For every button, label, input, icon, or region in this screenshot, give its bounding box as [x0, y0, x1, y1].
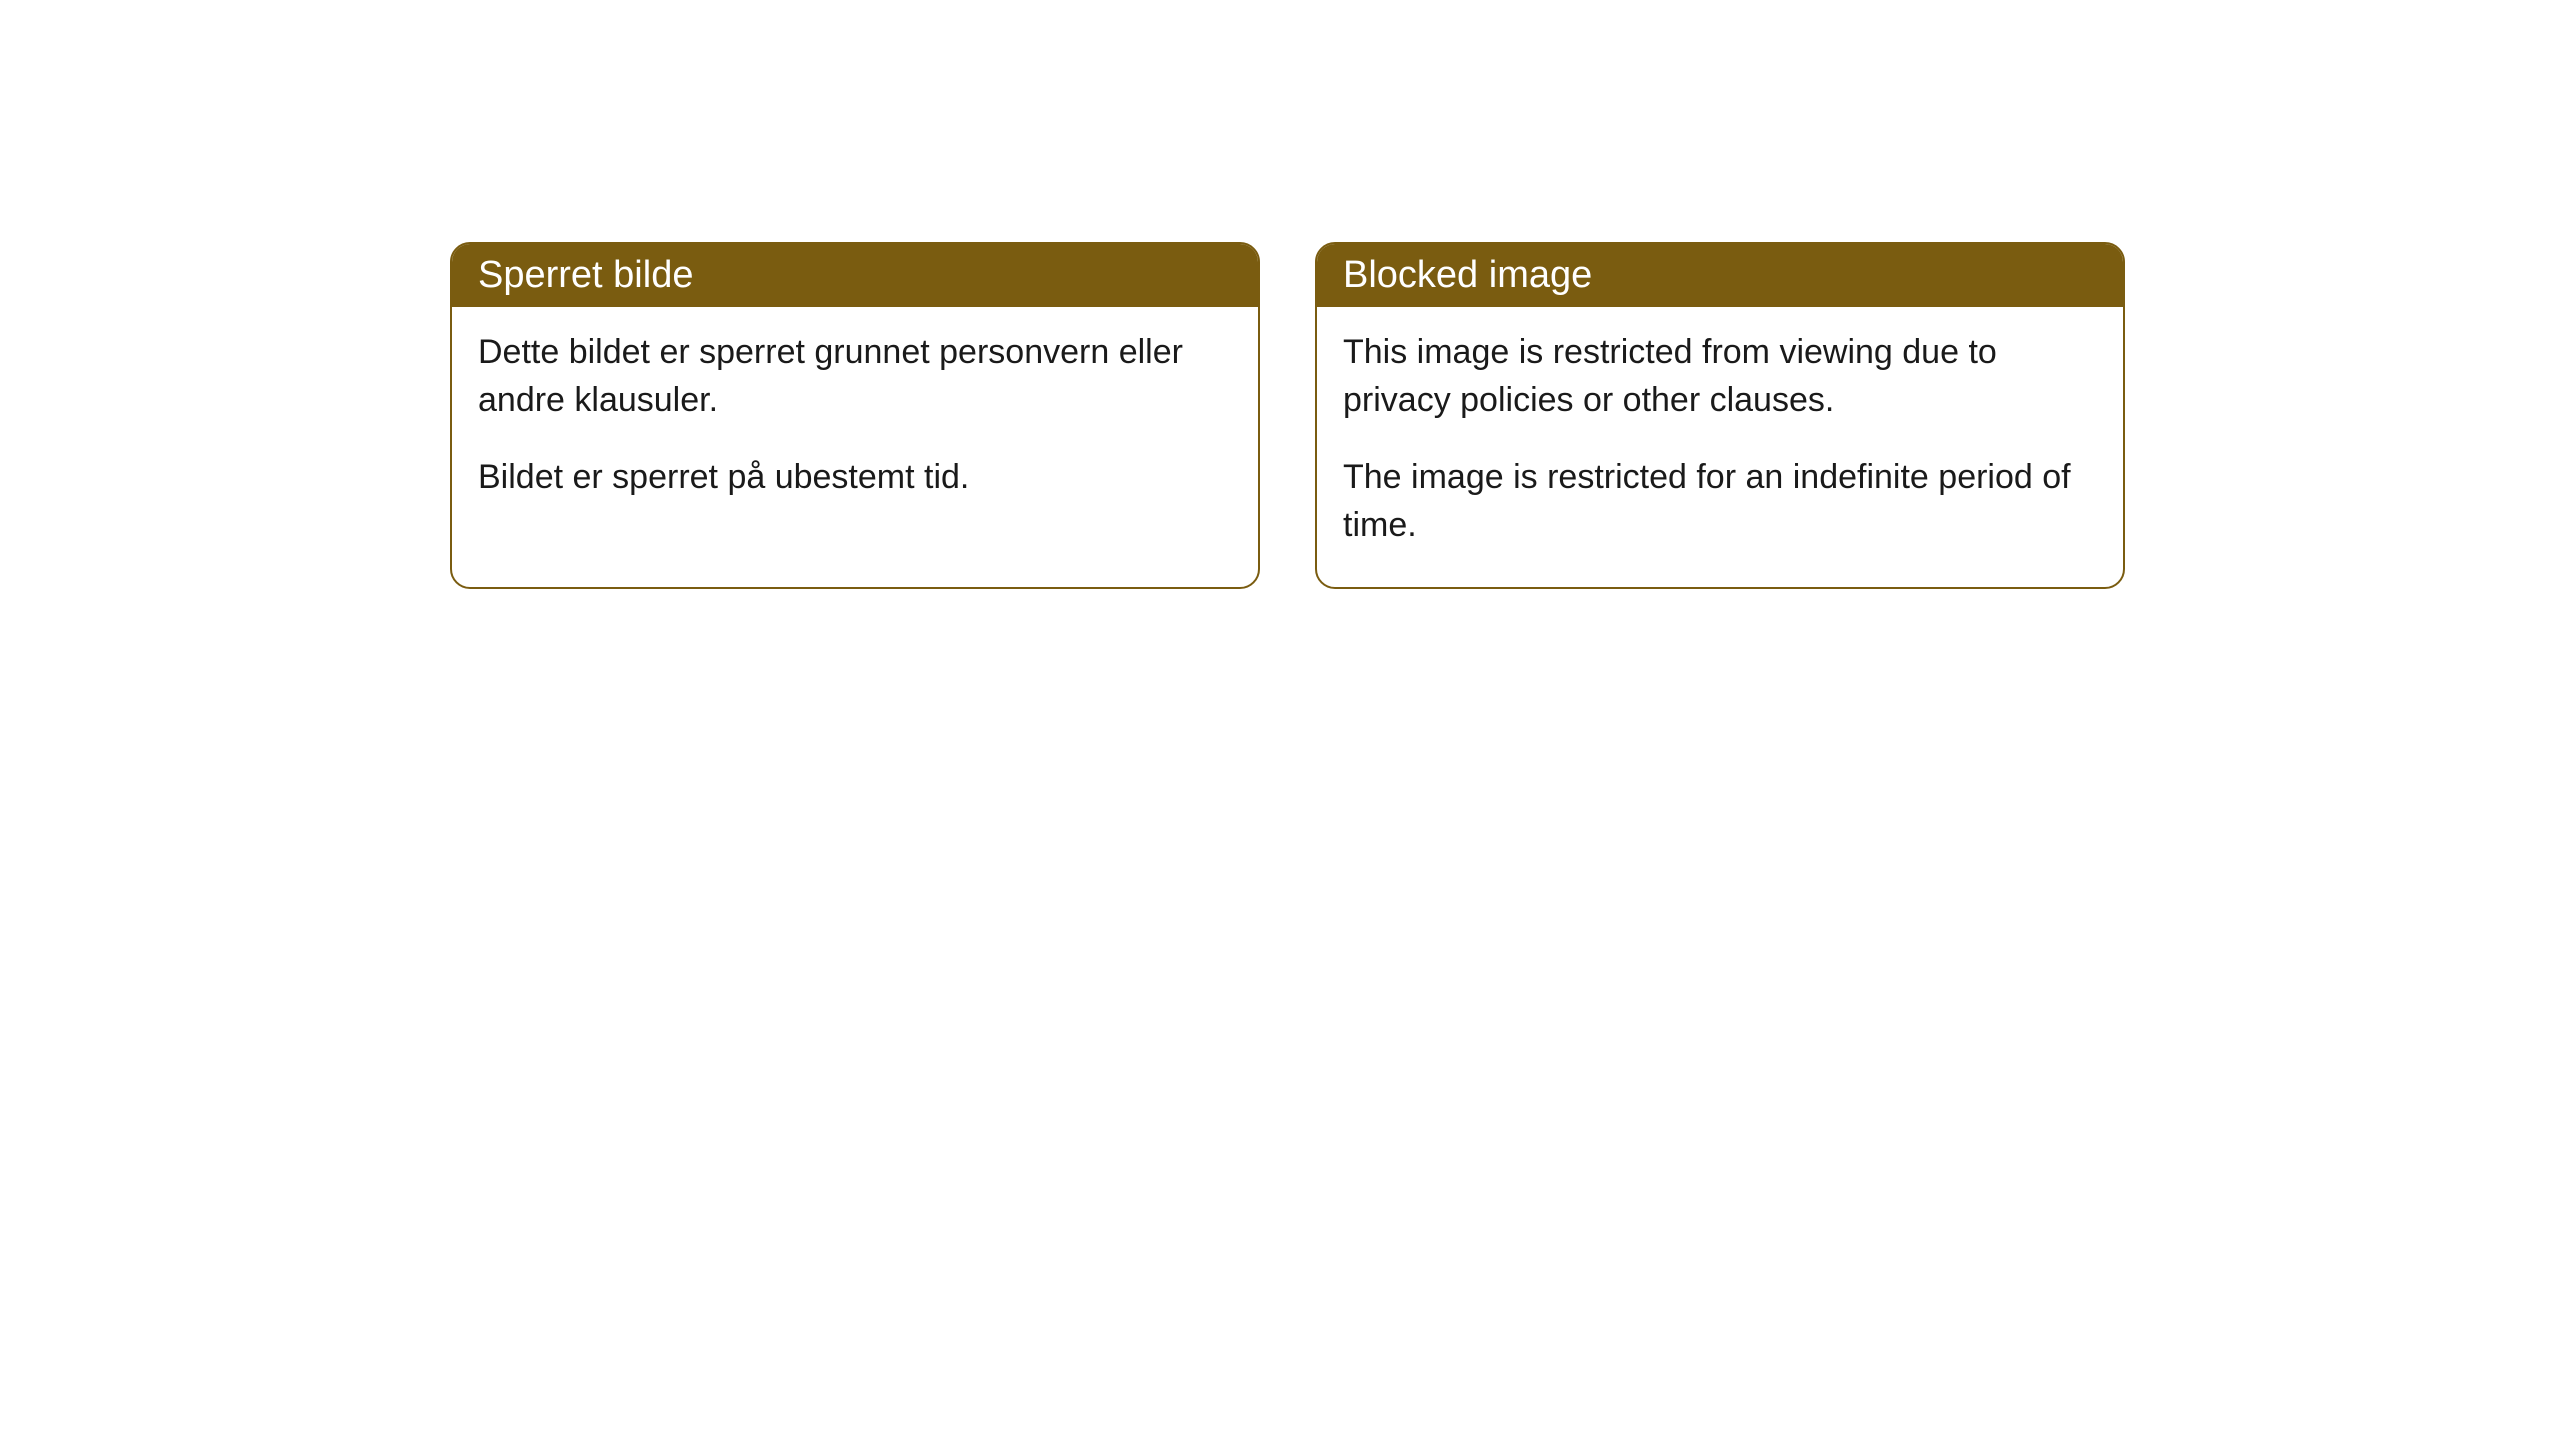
card-body-english: This image is restricted from viewing du…: [1317, 307, 2123, 587]
blocked-image-card-english: Blocked image This image is restricted f…: [1315, 242, 2125, 589]
card-title-english: Blocked image: [1343, 254, 1592, 296]
card-body-norwegian: Dette bildet er sperret grunnet personve…: [452, 307, 1258, 540]
notice-cards-container: Sperret bilde Dette bildet er sperret gr…: [450, 242, 2560, 589]
card-paragraph-norwegian-2: Bildet er sperret på ubestemt tid.: [478, 454, 1232, 502]
card-paragraph-english-1: This image is restricted from viewing du…: [1343, 329, 2097, 424]
card-header-norwegian: Sperret bilde: [452, 244, 1258, 307]
card-paragraph-norwegian-1: Dette bildet er sperret grunnet personve…: [478, 329, 1232, 424]
card-header-english: Blocked image: [1317, 244, 2123, 307]
card-title-norwegian: Sperret bilde: [478, 254, 693, 296]
blocked-image-card-norwegian: Sperret bilde Dette bildet er sperret gr…: [450, 242, 1260, 589]
card-paragraph-english-2: The image is restricted for an indefinit…: [1343, 454, 2097, 549]
